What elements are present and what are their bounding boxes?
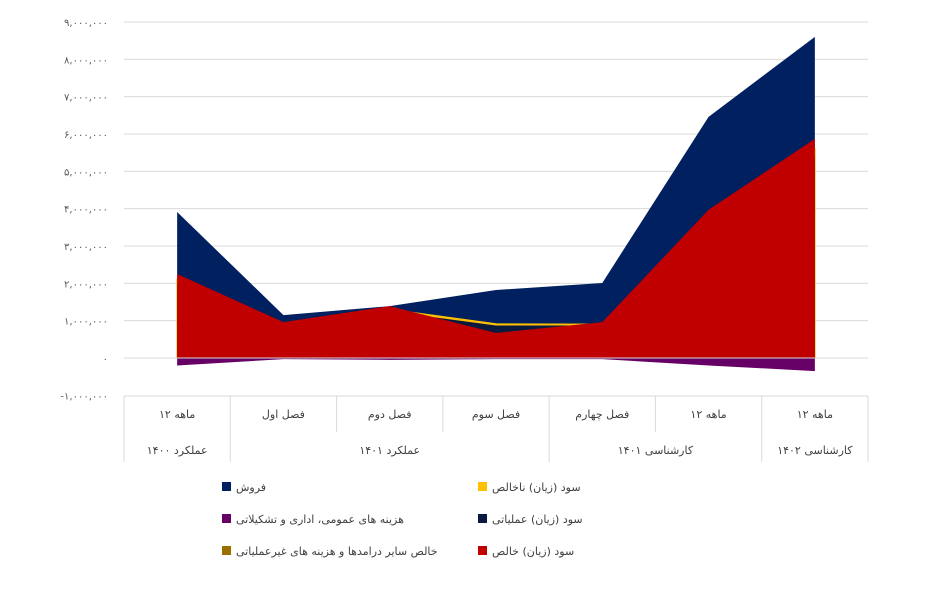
area-5 <box>177 138 815 358</box>
y-tick-label: ۶,۰۰۰,۰۰۰ <box>64 130 108 141</box>
y-tick-label: ۸,۰۰۰,۰۰۰ <box>64 55 108 66</box>
legend-label: سود (زیان) ناخالص <box>492 481 581 494</box>
legend-item: خالص سایر درامدها و هزینه های غیرعملیاتی <box>222 545 438 558</box>
legend-swatch <box>478 546 487 555</box>
legend-swatch <box>478 482 487 491</box>
legend-item: سود (زیان) خالص <box>478 545 574 558</box>
legend-item: فروش <box>222 481 266 494</box>
legend-label: هزینه های عمومی، اداری و تشکیلاتی <box>236 513 404 526</box>
legend-item: سود (زیان) عملیاتی <box>478 513 583 526</box>
category-label: ۱۲ ماهه <box>690 408 726 421</box>
legend-swatch <box>478 514 487 523</box>
legend-label: خالص سایر درامدها و هزینه های غیرعملیاتی <box>236 545 438 558</box>
y-tick-label: ۰ <box>103 354 108 365</box>
category-label: ۱۲ ماهه <box>797 408 833 421</box>
category-label: فصل سوم <box>472 408 520 421</box>
y-tick-label: ۲,۰۰۰,۰۰۰ <box>64 279 108 290</box>
y-tick-label: ۴,۰۰۰,۰۰۰ <box>64 205 108 216</box>
legend-label: فروش <box>236 481 266 494</box>
y-tick-label: -۱,۰۰۰,۰۰۰ <box>60 391 108 402</box>
category-label: فصل دوم <box>368 408 412 421</box>
y-tick-label: ۱,۰۰۰,۰۰۰ <box>64 317 108 328</box>
legend-swatch <box>222 482 231 491</box>
category-group-label: کارشناسی ۱۴۰۲ <box>777 444 853 457</box>
legend-item: هزینه های عمومی، اداری و تشکیلاتی <box>222 513 404 526</box>
y-tick-label: ۷,۰۰۰,۰۰۰ <box>64 93 108 104</box>
category-label: فصل چهارم <box>575 408 629 421</box>
category-group-label: عملکرد ۱۴۰۱ <box>359 444 420 457</box>
area-2 <box>177 358 815 372</box>
y-tick-label: ۹,۰۰۰,۰۰۰ <box>64 18 108 29</box>
legend-swatch <box>222 546 231 555</box>
category-group-label: کارشناسی ۱۴۰۱ <box>618 444 694 457</box>
legend-swatch <box>222 514 231 523</box>
legend-label: سود (زیان) عملیاتی <box>492 513 583 526</box>
y-tick-label: ۳,۰۰۰,۰۰۰ <box>64 242 108 253</box>
category-label: فصل اول <box>262 408 305 421</box>
legend-label: سود (زیان) خالص <box>492 545 574 558</box>
category-label: ۱۲ ماهه <box>159 408 195 421</box>
legend-item: سود (زیان) ناخالص <box>478 481 581 494</box>
y-tick-label: ۵,۰۰۰,۰۰۰ <box>64 167 108 178</box>
category-group-label: عملکرد ۱۴۰۰ <box>147 444 208 457</box>
